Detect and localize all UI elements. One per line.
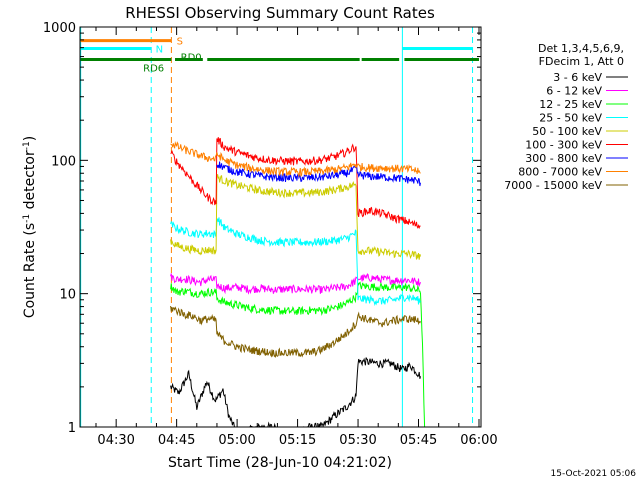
series-line-3 [170,281,426,427]
x-tick-label: 04:45 [158,433,195,448]
legend-header-line-1: Det 1,3,4,5,6,9, [538,42,624,55]
legend-label-5: 50 - 100 keV [532,125,602,138]
status-bar-label-n: N [156,44,163,55]
axes: 04:30 04:45 05:00 05:15 05:30 05:45 06:00 1 10 10… [43,21,498,448]
y-tick-label: 1 [68,421,76,436]
legend-label-8: 800 - 7000 keV [518,166,602,179]
plot-frame [79,26,482,428]
y-axis-label-exponent-1: -1 [22,214,32,223]
series-line-1 [170,357,421,427]
legend: Det 1,3,4,5,6,9,FDecim 1, Att 0 3 - 6 keV… [504,42,628,192]
generation-timestamp: 15-Oct-2021 05:06 [551,469,637,479]
y-tick-label: 1000 [43,21,76,36]
x-tick-label: 05:45 [400,433,437,448]
legend-label-3: 12 - 25 keV [539,98,602,111]
chart-title: RHESSI Observing Summary Count Rates [125,4,435,22]
legend-header-line-2: FDecim 1, Att 0 [539,55,624,68]
series-line-8 [170,141,421,178]
x-tick-label: 06:00 [460,433,497,448]
x-axis-label: Start Time (28-Jun-10 04:21:02) [168,455,392,471]
plot-area: S N RD6 RD0 [80,27,479,427]
series-line-7 [216,161,421,187]
y-tick-label: 100 [51,154,76,169]
x-tick-label: 05:30 [339,433,376,448]
y-axis-label-exponent-2: -1 [22,141,32,150]
series-line-6 [170,137,421,230]
series-line-9 [170,305,421,358]
series-line-2 [170,273,421,295]
status-bar-label-s: S [177,37,183,48]
y-axis-label-part-1: Count Rate (s [22,223,38,318]
y-axis-label-part-3: ) [22,136,38,141]
legend-label-4: 25 - 50 keV [539,112,602,125]
x-tick-label: 05:15 [279,433,316,448]
y-tick-label: 10 [59,288,76,303]
legend-label-9: 7000 - 15000 keV [504,179,602,192]
series-line-4 [170,217,421,307]
legend-label-2: 6 - 12 keV [546,85,602,98]
series-line-5 [170,174,421,260]
legend-label-1: 3 - 6 keV [553,71,602,84]
status-bar-label-rd6: RD6 [143,64,164,75]
legend-label-6: 100 - 300 keV [525,139,602,152]
y-axis-label-part-2: detector [22,150,38,214]
x-tick-label: 05:00 [218,433,255,448]
y-axis-label: Count Rate (s-1 detector-1) [22,136,38,318]
status-bar-label-rd0: RD0 [181,53,202,64]
series-group [170,137,426,427]
x-tick-label: 04:30 [97,433,134,448]
legend-label-7: 300 - 800 keV [525,152,602,165]
